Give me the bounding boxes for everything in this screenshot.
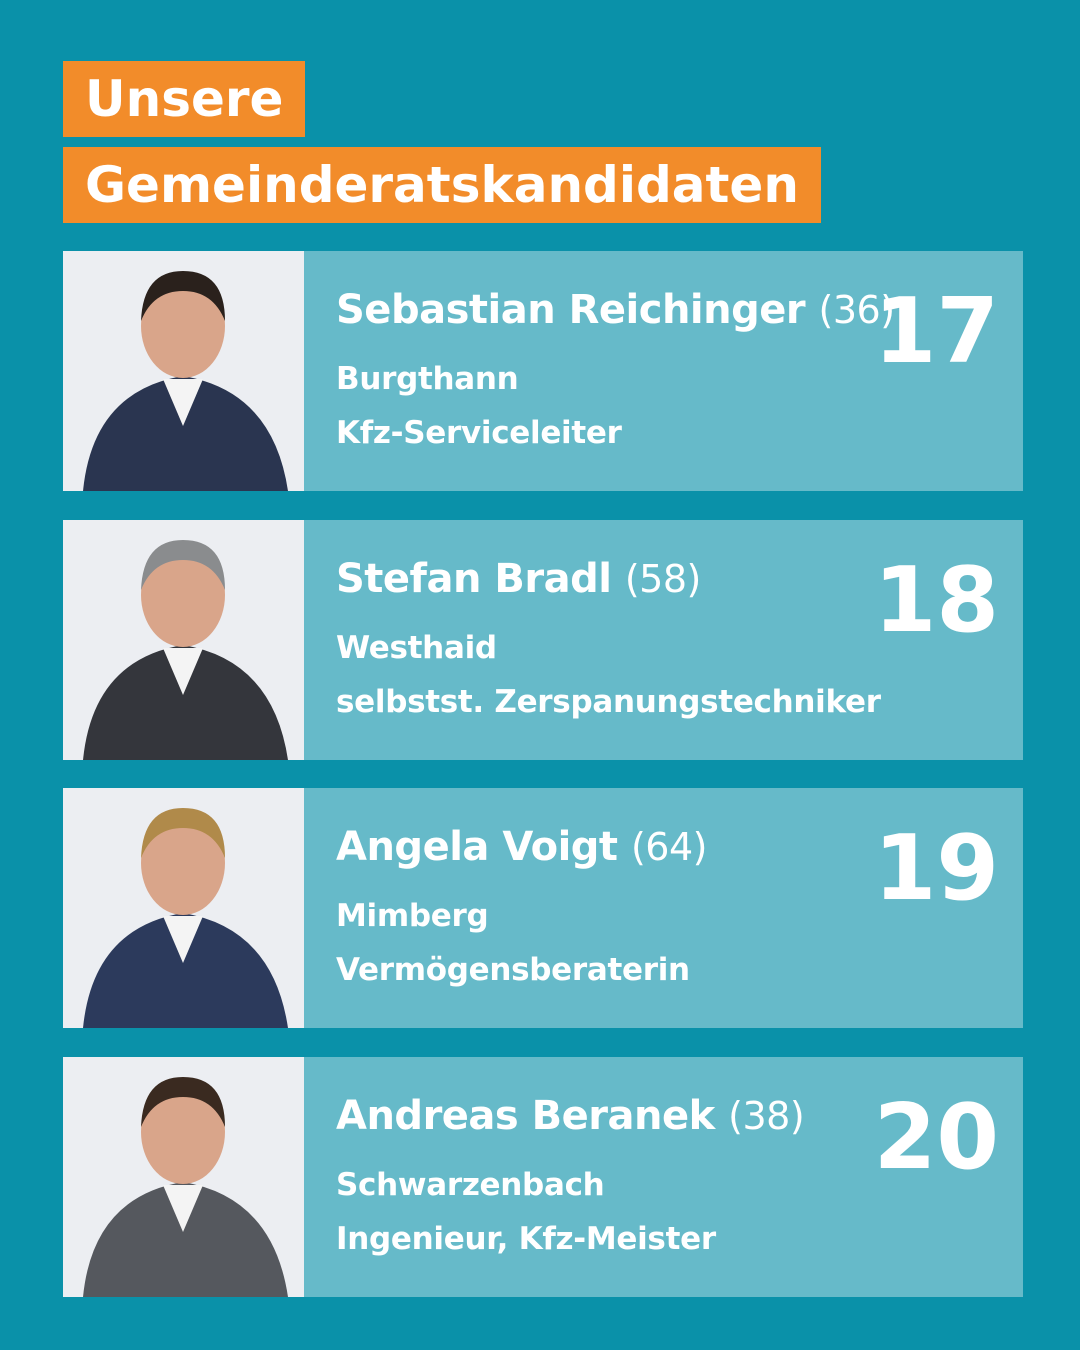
candidate-place: Mimberg	[336, 898, 489, 934]
candidate-photo	[63, 788, 304, 1028]
age-text: (58)	[624, 556, 702, 601]
candidate-name: Andreas Beranek (38)	[336, 1092, 805, 1139]
photo-placeholder	[83, 808, 288, 1028]
candidate-name: Angela Voigt (64)	[336, 824, 708, 870]
candidate-place: Schwarzenbach	[336, 1166, 605, 1203]
candidate-occupation: Ingenieur, Kfz-Meister	[336, 1220, 716, 1257]
candidate-card: Andreas Beranek (38) Schwarzenbach Ingenie…	[63, 1056, 1023, 1297]
candidate-name: Sebastian Reichinger (36)	[336, 287, 895, 333]
title-line: Unsere	[63, 61, 306, 137]
list-number: 19	[873, 816, 999, 921]
candidate-photo	[63, 1056, 304, 1297]
age-text: (38)	[728, 1093, 805, 1138]
list-number: 17	[873, 279, 999, 384]
candidate-photo	[63, 251, 304, 491]
photo-placeholder	[83, 539, 288, 760]
name-text: Andreas Beranek	[336, 1092, 715, 1139]
candidate-card: Sebastian Reichinger (36) Burgthann Kfz-Se…	[63, 251, 1023, 491]
name-text: Angela Voigt	[336, 824, 618, 870]
age-text: (36)	[818, 288, 896, 332]
title-line: Gemeinderatskandidaten	[63, 147, 821, 223]
photo-placeholder	[83, 1076, 288, 1297]
candidate-occupation: selbstst. Zerspanungstechniker	[336, 683, 881, 720]
photo-placeholder	[83, 271, 288, 491]
candidate-occupation: Vermögensberaterin	[336, 952, 690, 988]
candidate-place: Westhaid	[336, 629, 497, 666]
list-number: 18	[873, 547, 999, 653]
candidate-photo	[63, 519, 304, 760]
list-number: 20	[873, 1084, 999, 1190]
candidate-occupation: Kfz-Serviceleiter	[336, 415, 622, 451]
candidate-name: Stefan Bradl (58)	[336, 556, 701, 602]
name-text: Stefan Bradl	[336, 555, 612, 602]
name-text: Sebastian Reichinger	[336, 287, 806, 333]
candidate-card: Stefan Bradl (58) Westhaid selbstst. Zersp…	[63, 519, 1023, 760]
candidate-card: Angela Voigt (64) Mimberg Vermögensberater…	[63, 788, 1023, 1028]
age-text: (64)	[630, 825, 708, 869]
candidate-place: Burgthann	[336, 361, 519, 397]
